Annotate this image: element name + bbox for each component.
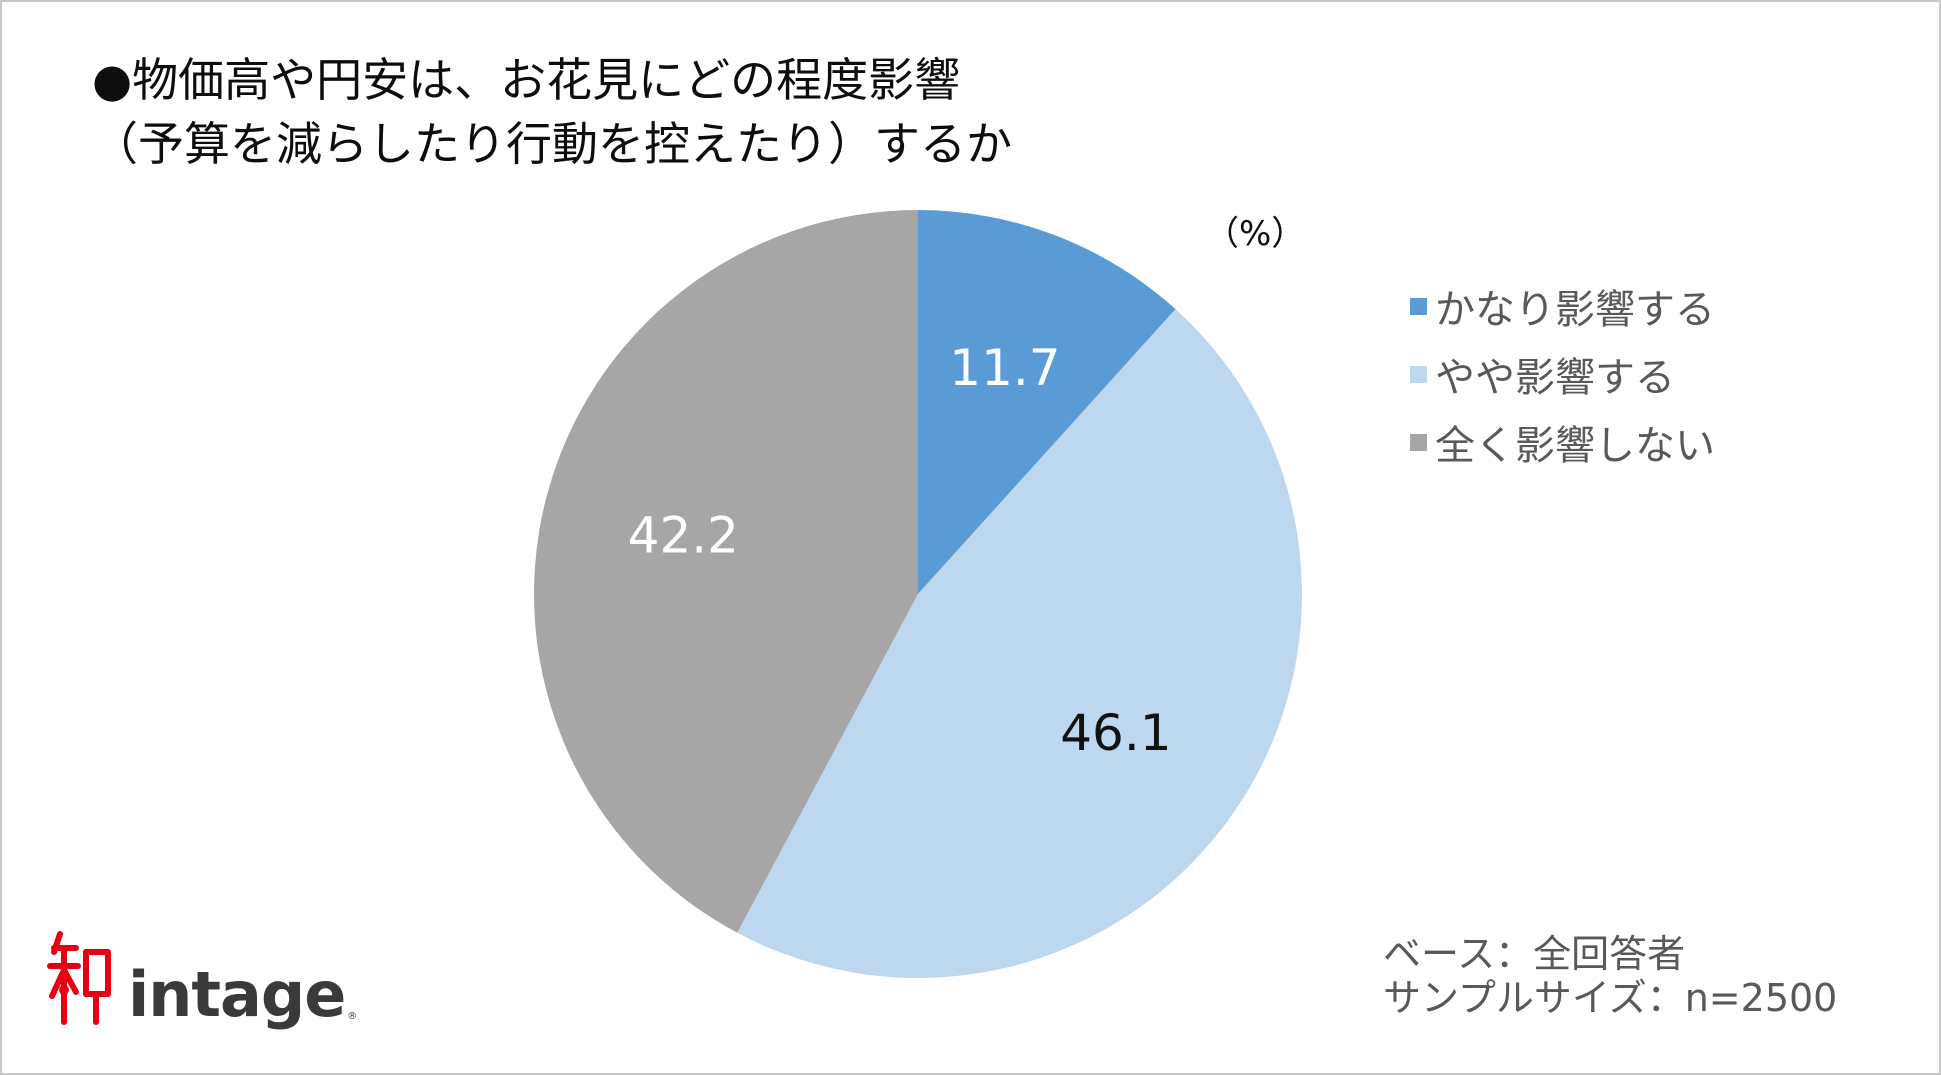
pie-slice-not-at-all	[534, 210, 918, 933]
legend-label-strongly-affects: かなり影響する	[1435, 287, 1715, 333]
footnote-base: ベース：全回答者	[1383, 932, 1686, 976]
legend-swatch-strongly-affects	[1410, 297, 1427, 315]
intage-logo: intage ®	[46, 930, 357, 1026]
intage-logo-mark-icon	[47, 931, 111, 1025]
legend-item-not-at-all: 全く影響しない	[1410, 408, 1715, 476]
legend-label-somewhat-affects: やや影響する	[1435, 355, 1675, 401]
footnote-sample-size: サンプルサイズ：n=2500	[1383, 976, 1838, 1020]
chart-title: ●物価高や円安は、お花見にどの程度影響 （予算を減らしたり行動を控えたり）するか	[92, 48, 1012, 176]
registered-mark: ®	[347, 1011, 358, 1022]
legend-label-not-at-all: 全く影響しない	[1435, 423, 1715, 469]
footnote: ベース：全回答者 サンプルサイズ：n=2500	[1383, 932, 1837, 1020]
legend-swatch-not-at-all	[1410, 433, 1427, 451]
legend-swatch-somewhat-affects	[1410, 365, 1427, 383]
pie-slice-somewhat-affects	[737, 309, 1302, 979]
data-label-not-at-all: 42.2	[628, 506, 739, 564]
pie-slice-strongly-affects	[918, 210, 1176, 594]
pie-slices	[534, 210, 1302, 979]
legend-item-somewhat-affects: やや影響する	[1410, 340, 1715, 408]
legend: かなり影響する やや影響する 全く影響しない	[1410, 272, 1715, 476]
pie-slice-labels: 11.7 46.1 42.2	[628, 339, 1172, 762]
chart-title-line-2: （予算を減らしたり行動を控えたり）するか	[92, 117, 1012, 171]
data-label-strongly-affects: 11.7	[949, 339, 1060, 397]
legend-item-strongly-affects: かなり影響する	[1410, 272, 1715, 340]
intage-logo-text: intage	[128, 958, 346, 1031]
data-label-somewhat-affects: 46.1	[1060, 704, 1171, 762]
unit-label: （%）	[1205, 214, 1306, 254]
chart-title-line-1: ●物価高や円安は、お花見にどの程度影響	[92, 53, 961, 107]
